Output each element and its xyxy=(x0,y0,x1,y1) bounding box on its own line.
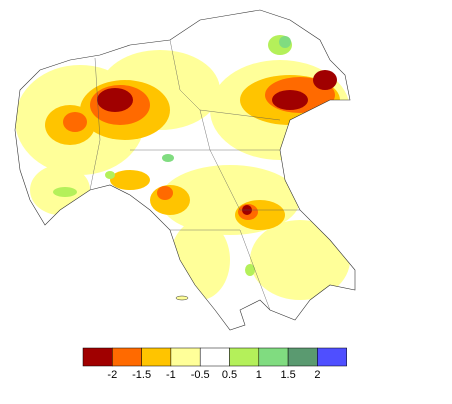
legend-swatch xyxy=(287,347,318,367)
island xyxy=(175,295,189,301)
legend-swatch xyxy=(170,347,201,367)
coastline xyxy=(14,9,356,331)
legend-tick-label: -0.5 xyxy=(191,369,210,381)
legend-tick-label: 2 xyxy=(314,369,320,381)
legend-tick-label: 1 xyxy=(256,369,262,381)
legend-tick-label: -1 xyxy=(166,369,176,381)
legend-swatch xyxy=(82,347,113,367)
legend-tick-label: -1.5 xyxy=(132,369,151,381)
legend-swatch xyxy=(258,347,289,367)
legend: -2 -1.5 -1 -0.5 0.5 1 1.5 2 xyxy=(82,347,347,381)
legend-tick-label: -2 xyxy=(107,369,117,381)
legend-swatch xyxy=(199,347,230,367)
legend-swatch xyxy=(229,347,260,367)
legend-tick-label: 1.5 xyxy=(280,369,295,381)
legend-swatch xyxy=(141,347,172,367)
region-borders xyxy=(89,39,300,311)
legend-tick-label: 0.5 xyxy=(222,369,237,381)
legend-swatch xyxy=(317,347,347,367)
legend-swatch xyxy=(112,347,142,367)
